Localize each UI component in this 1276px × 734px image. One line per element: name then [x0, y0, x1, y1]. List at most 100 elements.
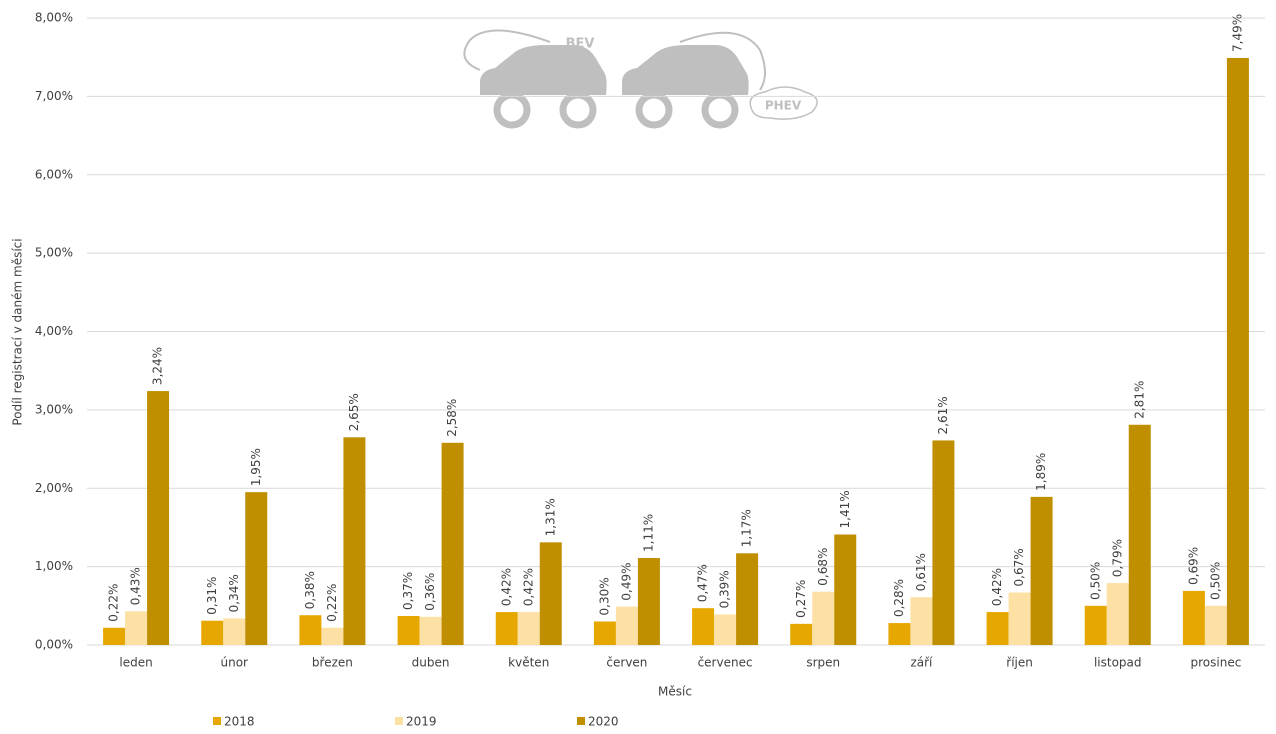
- bar: [637, 558, 660, 645]
- x-axis-title: Měsíc: [658, 685, 692, 699]
- value-label: 0,42%: [499, 568, 513, 606]
- value-label: 0,37%: [401, 572, 415, 610]
- legend-swatch: [213, 717, 221, 725]
- y-tick-label: 8,00%: [35, 11, 73, 25]
- bar: [790, 623, 813, 645]
- bar: [986, 612, 1009, 645]
- bar: [321, 627, 344, 645]
- bar: [1128, 424, 1151, 645]
- value-label: 0,34%: [227, 574, 241, 612]
- value-label: 1,41%: [838, 490, 852, 528]
- value-label: 3,24%: [151, 347, 165, 385]
- bar: [245, 492, 268, 645]
- bar: [692, 608, 715, 645]
- value-label: 1,17%: [740, 509, 754, 547]
- bar: [1084, 605, 1107, 645]
- logo-label: BEV: [566, 37, 595, 52]
- value-label: 1,89%: [1034, 453, 1048, 491]
- x-tick-label: říjen: [1006, 656, 1033, 670]
- bar: [1030, 496, 1053, 645]
- bar: [736, 553, 759, 645]
- bar: [147, 391, 170, 645]
- bar: [419, 616, 442, 645]
- bar: [201, 620, 224, 645]
- value-label: 0,67%: [1012, 548, 1026, 586]
- logo: [463, 29, 818, 129]
- y-tick-label: 7,00%: [35, 89, 73, 103]
- y-tick-label: 1,00%: [35, 559, 73, 573]
- bar: [1008, 592, 1031, 645]
- bar: [1204, 605, 1227, 645]
- bar: [103, 627, 126, 645]
- value-label: 0,43%: [129, 567, 143, 605]
- bar: [615, 606, 638, 645]
- x-tick-label: srpen: [806, 656, 840, 670]
- bar: [888, 623, 911, 645]
- bar: [299, 615, 322, 645]
- value-label: 0,39%: [718, 570, 732, 608]
- value-label: 0,61%: [914, 553, 928, 591]
- bar: [539, 542, 562, 645]
- y-tick-label: 3,00%: [35, 402, 73, 416]
- bar: [1182, 590, 1205, 645]
- value-label: 1,95%: [249, 448, 263, 486]
- x-tick-label: listopad: [1094, 656, 1142, 670]
- legend-swatch: [395, 717, 403, 725]
- value-label: 0,49%: [619, 562, 633, 600]
- value-label: 1,11%: [641, 514, 655, 552]
- value-label: 0,30%: [597, 577, 611, 615]
- legend-label: 2019: [406, 715, 437, 729]
- y-tick-label: 4,00%: [35, 324, 73, 338]
- value-label: 0,22%: [325, 584, 339, 622]
- value-label: 1,31%: [543, 498, 557, 536]
- y-tick-label: 2,00%: [35, 481, 73, 495]
- x-tick-label: květen: [508, 656, 549, 670]
- legend-label: 2020: [588, 715, 619, 729]
- value-label: 2,65%: [347, 393, 361, 431]
- bar: [812, 591, 835, 645]
- value-label: 0,27%: [794, 580, 808, 618]
- x-tick-label: únor: [221, 656, 249, 670]
- legend-swatch: [577, 717, 585, 725]
- value-label: 2,58%: [445, 399, 459, 437]
- value-label: 2,61%: [936, 396, 950, 434]
- bar: [517, 612, 540, 645]
- value-label: 0,50%: [1208, 562, 1222, 600]
- y-axis-title: Podíl registrací v daném měsíci: [11, 238, 25, 425]
- value-label: 0,36%: [423, 573, 437, 611]
- value-label: 0,50%: [1088, 562, 1102, 600]
- value-label: 0,79%: [1110, 539, 1124, 577]
- x-tick-label: září: [910, 656, 933, 670]
- value-label: 0,28%: [892, 579, 906, 617]
- value-label: 0,47%: [696, 564, 710, 602]
- x-tick-label: duben: [412, 656, 450, 670]
- value-label: 0,42%: [990, 568, 1004, 606]
- bar: [932, 440, 955, 645]
- bar: [495, 612, 518, 645]
- bar: [593, 621, 616, 645]
- x-tick-label: červen: [606, 656, 647, 670]
- value-label: 0,31%: [205, 577, 219, 615]
- bar: [1106, 583, 1129, 645]
- value-label: 0,42%: [521, 568, 535, 606]
- value-label: 0,69%: [1186, 547, 1200, 585]
- value-label: 7,49%: [1230, 14, 1244, 52]
- y-tick-label: 6,00%: [35, 167, 73, 181]
- legend-label: 2018: [224, 715, 255, 729]
- bar: [1226, 57, 1249, 645]
- bar: [441, 442, 464, 645]
- x-tick-label: prosinec: [1191, 656, 1242, 670]
- bar: [343, 437, 366, 645]
- bar: [397, 616, 420, 645]
- x-tick-label: březen: [312, 656, 353, 670]
- value-label: 0,22%: [107, 584, 121, 622]
- bar: [910, 597, 933, 645]
- y-tick-label: 0,00%: [35, 638, 73, 652]
- logo-label: PHEV: [765, 99, 802, 113]
- bar: [714, 614, 737, 645]
- bar: [223, 618, 246, 645]
- value-label: 2,81%: [1132, 381, 1146, 419]
- value-label: 0,38%: [303, 571, 317, 609]
- x-tick-label: červenec: [698, 656, 753, 670]
